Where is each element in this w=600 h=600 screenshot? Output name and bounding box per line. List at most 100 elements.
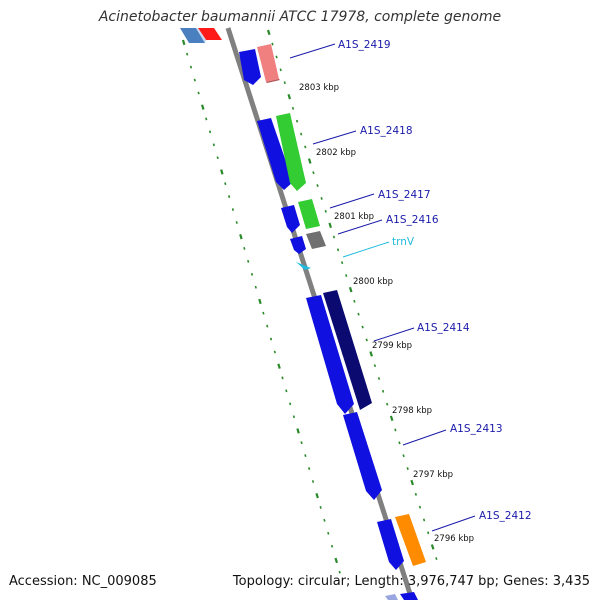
scale-tick <box>308 467 311 470</box>
scale-tick <box>357 312 360 316</box>
leader-lines <box>289 43 476 532</box>
scale-tick <box>369 351 373 357</box>
scale-tick <box>315 492 319 499</box>
scale-tick <box>239 233 243 240</box>
scale-tick <box>304 454 307 458</box>
scale-tick <box>336 248 340 252</box>
scale-tick <box>197 91 200 95</box>
gene-label: A1S_2419 <box>338 39 391 51</box>
scale-tick <box>266 29 271 36</box>
scale-tick <box>398 441 401 445</box>
gene-A1S_2416[interactable] <box>290 231 326 254</box>
gene-label: A1S_2418 <box>360 125 413 137</box>
scale-tick <box>181 39 186 46</box>
scale-tick <box>201 104 205 110</box>
scale-tick <box>332 235 336 239</box>
scale-tick <box>220 169 224 175</box>
scale-ticks <box>181 29 438 574</box>
gene-trnV[interactable] <box>296 262 311 270</box>
scale-tick <box>430 544 435 550</box>
scale-tick <box>320 196 323 200</box>
genome-summary: Topology: circular; Length: 3,976,747 bp… <box>232 574 590 589</box>
scale-tick <box>258 298 262 305</box>
scale-tick <box>340 261 344 265</box>
gene-label: A1S_2414 <box>417 322 470 334</box>
kbp-label: 2799 kbp <box>372 341 412 351</box>
scale-tick <box>269 337 273 341</box>
scale-tick <box>295 119 299 123</box>
scale-tick <box>307 158 312 164</box>
gene-label: A1S_2416 <box>386 214 439 226</box>
scale-tick <box>281 376 284 380</box>
gene-label: trnV <box>392 236 415 248</box>
scale-tick <box>186 52 189 56</box>
scale-tick <box>316 184 319 187</box>
scale-tick <box>285 389 288 393</box>
gene-A1S_2419[interactable] <box>239 44 280 85</box>
scale-tick <box>422 518 426 522</box>
kbp-label: 2800 kbp <box>353 277 393 287</box>
gene-label: A1S_2412 <box>479 510 532 522</box>
scale-tick <box>227 195 231 199</box>
scale-tick <box>377 377 381 380</box>
scale-tick <box>289 402 292 406</box>
kbp-label: 2803 kbp <box>299 83 339 93</box>
scale-tick <box>365 338 368 342</box>
scale-tick <box>247 259 250 263</box>
accession-label: Accession: NC_009085 <box>9 574 157 589</box>
scale-tick <box>312 171 315 175</box>
kbp-labels: 2803 kbp 2802 kbp 2801 kbp 2800 kbp 2799… <box>299 83 474 544</box>
scale-tick <box>275 55 278 59</box>
scale-tick <box>319 505 322 509</box>
scale-tick <box>414 492 418 496</box>
scale-tick <box>389 415 394 421</box>
scale-tick <box>189 65 193 69</box>
gene-A1S_2413[interactable] <box>343 412 382 500</box>
scale-tick <box>216 156 219 160</box>
scale-tick <box>324 209 327 213</box>
scale-tick <box>287 93 292 100</box>
gene-A1S_2412[interactable] <box>377 514 426 570</box>
kbp-label: 2797 kbp <box>413 470 453 480</box>
scale-tick <box>345 274 348 278</box>
track-band <box>170 28 450 600</box>
scale-tick <box>373 364 377 368</box>
scale-tick <box>283 81 286 85</box>
feature-bottom-clipped <box>385 592 418 600</box>
scale-tick <box>277 363 281 369</box>
kbp-label: 2798 kbp <box>392 406 432 416</box>
scale-tick <box>262 311 265 315</box>
feature-top-clipped <box>180 28 222 43</box>
scale-tick <box>193 78 196 82</box>
scale-tick <box>327 531 330 535</box>
scale-tick <box>406 467 409 470</box>
scale-tick <box>300 132 303 136</box>
gene-A1S_2417[interactable] <box>281 199 320 233</box>
scale-tick <box>328 222 333 229</box>
scale-tick <box>410 479 414 486</box>
scale-tick <box>243 246 246 250</box>
scale-tick <box>330 544 334 548</box>
scale-tick <box>250 272 254 276</box>
scale-tick <box>266 324 269 328</box>
scale-tick <box>323 518 326 522</box>
scale-tick <box>435 557 438 561</box>
scale-tick <box>212 143 215 147</box>
scale-tick <box>296 428 300 434</box>
scale-tick <box>235 221 238 224</box>
kbp-label: 2796 kbp <box>434 534 474 544</box>
scale-tick <box>292 415 296 419</box>
gene-A1S_2418[interactable] <box>257 113 306 191</box>
scale-tick <box>348 286 353 293</box>
scale-tick <box>418 505 422 509</box>
scale-tick <box>353 299 356 303</box>
map-title: Acinetobacter baumannii ATCC 17978, comp… <box>98 9 502 25</box>
scale-tick <box>273 350 276 354</box>
scale-tick <box>381 389 385 393</box>
scale-tick <box>224 182 227 186</box>
scale-tick <box>386 402 389 406</box>
scale-tick <box>300 441 303 445</box>
gene-A1S_2414[interactable] <box>306 290 372 414</box>
kbp-label: 2802 kbp <box>316 148 356 158</box>
